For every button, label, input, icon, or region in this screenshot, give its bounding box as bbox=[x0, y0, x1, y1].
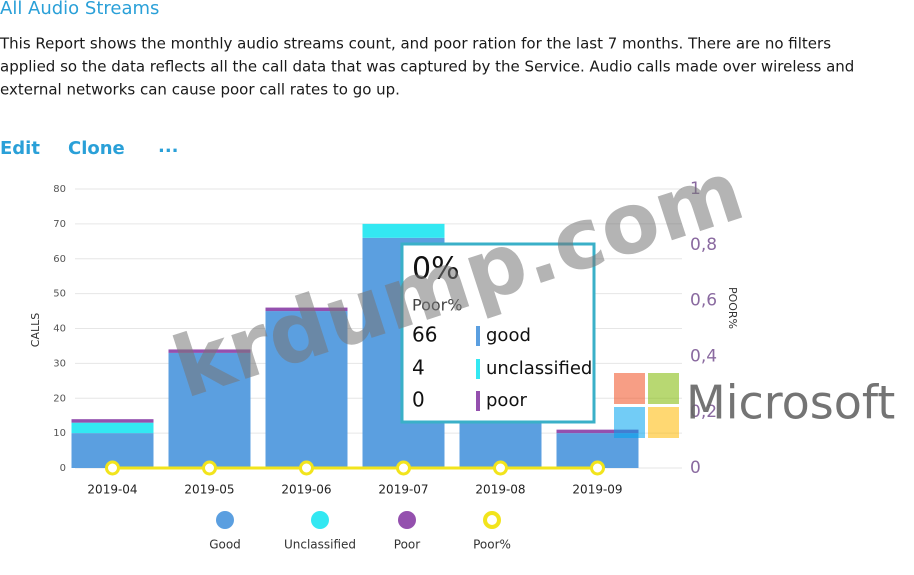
logo-square bbox=[648, 373, 679, 404]
tooltip-value: 66 bbox=[412, 323, 437, 347]
x-tick-label: 2019-09 bbox=[572, 483, 622, 497]
legend-marker bbox=[216, 511, 234, 529]
legend-marker bbox=[398, 511, 416, 529]
more-button[interactable]: ... bbox=[158, 136, 179, 157]
x-tick-label: 2019-04 bbox=[87, 483, 137, 497]
bar-segment bbox=[168, 352, 251, 468]
bar-segment bbox=[71, 422, 154, 434]
x-tick-label: 2019-08 bbox=[475, 483, 525, 497]
y2-tick-label: 0,4 bbox=[690, 346, 717, 366]
tooltip-swatch bbox=[476, 391, 480, 411]
legend-label: Unclassified bbox=[284, 538, 356, 552]
logo-square bbox=[648, 407, 679, 438]
y-axis-label: CALLS bbox=[29, 313, 42, 347]
tooltip-label: good bbox=[486, 325, 531, 346]
legend-marker bbox=[483, 511, 501, 529]
bar-segment bbox=[168, 349, 251, 353]
line-marker bbox=[202, 460, 217, 476]
bar-segment bbox=[459, 419, 542, 468]
clone-button[interactable]: Clone bbox=[68, 138, 125, 159]
report-title: All Audio Streams bbox=[0, 0, 159, 19]
y2-tick-label: 0,6 bbox=[690, 291, 717, 311]
watermark-text: Microsoft bbox=[686, 376, 895, 430]
y-tick-label: 20 bbox=[53, 393, 66, 404]
line-marker bbox=[299, 460, 314, 476]
x-tick-label: 2019-06 bbox=[281, 483, 331, 497]
bar-segment bbox=[265, 311, 348, 468]
y-tick-label: 10 bbox=[53, 428, 66, 439]
x-tick-label: 2019-07 bbox=[378, 483, 428, 497]
y-tick-label: 40 bbox=[53, 324, 66, 335]
legend-label: Poor% bbox=[473, 538, 511, 552]
description-line: external networks can cause poor call ra… bbox=[0, 81, 400, 99]
x-tick-label: 2019-05 bbox=[184, 483, 234, 497]
bar-segment bbox=[556, 429, 639, 434]
y-tick-label: 70 bbox=[53, 219, 66, 230]
line-marker bbox=[493, 460, 508, 476]
tooltip-value: 0% bbox=[412, 252, 460, 287]
legend-label: Good bbox=[209, 538, 241, 552]
line-marker bbox=[590, 460, 605, 476]
y2-tick-label: 0 bbox=[690, 458, 701, 478]
bar-segment bbox=[362, 223, 445, 238]
bar-segment bbox=[265, 307, 348, 312]
legend-marker bbox=[311, 511, 329, 529]
tooltip-swatch bbox=[476, 359, 480, 379]
tooltip-label: Poor% bbox=[412, 296, 462, 315]
logo-square bbox=[614, 373, 645, 404]
y-tick-label: 0 bbox=[60, 463, 66, 474]
y2-tick-label: 0,2 bbox=[690, 402, 717, 422]
y-tick-label: 50 bbox=[53, 289, 66, 300]
tooltip-label: poor bbox=[486, 390, 527, 411]
tooltip-swatch bbox=[476, 326, 480, 346]
tooltip-value: 4 bbox=[412, 356, 425, 380]
y-tick-label: 60 bbox=[53, 254, 66, 265]
description-line: This Report shows the monthly audio stre… bbox=[0, 35, 831, 53]
line-marker bbox=[105, 460, 120, 476]
y2-axis-label: POOR% bbox=[726, 287, 739, 329]
tooltip-label: unclassified bbox=[486, 358, 592, 379]
line-marker bbox=[396, 460, 411, 476]
y-tick-label: 80 bbox=[53, 184, 66, 195]
logo-square bbox=[614, 407, 645, 438]
tooltip-box bbox=[400, 242, 596, 424]
tooltip-value: 0 bbox=[412, 388, 425, 412]
y2-tick-label: 1 bbox=[690, 179, 701, 199]
edit-button[interactable]: Edit bbox=[0, 138, 40, 159]
legend-label: Poor bbox=[394, 538, 420, 552]
y-tick-label: 30 bbox=[53, 358, 66, 369]
y2-tick-label: 0,8 bbox=[690, 235, 717, 255]
tooltip: 0% Poor% 66 good 4 unclassified 0 poor bbox=[400, 242, 596, 424]
description-line: applied so the data reflects all the cal… bbox=[0, 58, 854, 76]
bar-segment bbox=[71, 419, 154, 423]
